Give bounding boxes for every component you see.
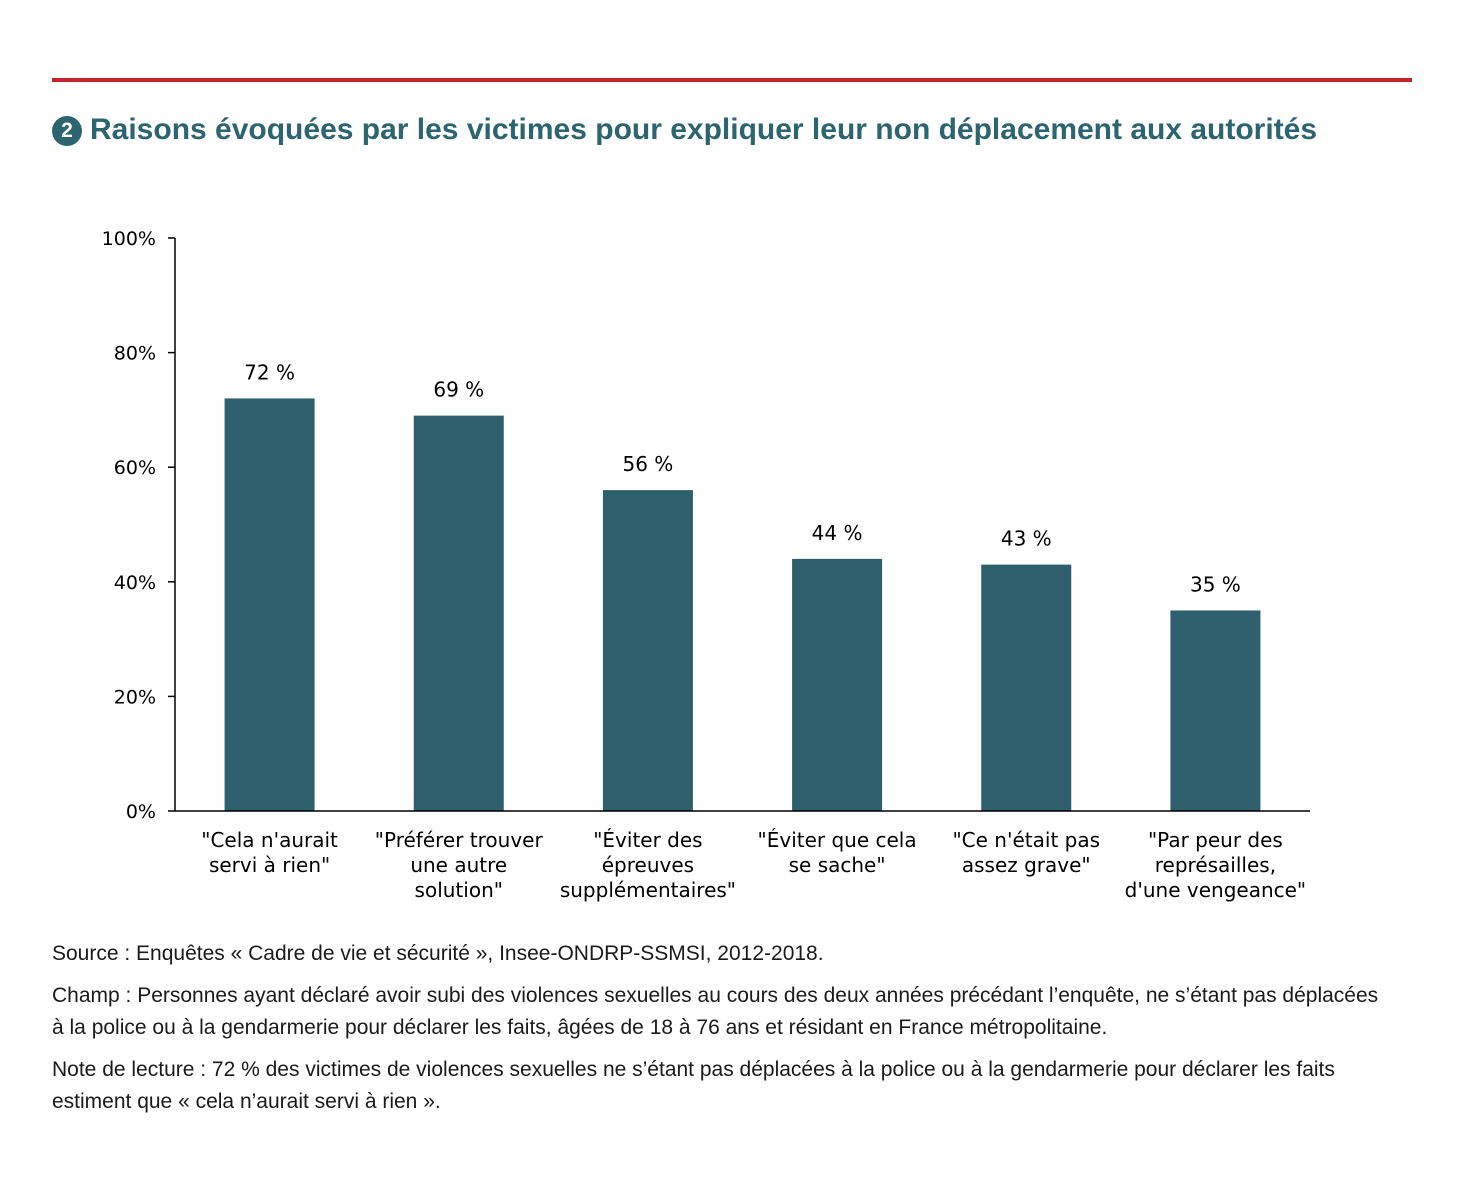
chart-title: 2 Raisons évoquées par les victimes pour … (52, 108, 1352, 152)
chart-notes: Source : Enquêtes « Cadre de vie et sécu… (52, 938, 1382, 1128)
x-axis: "Cela n'aurait servi à rien" "Préférer tro… (175, 810, 1310, 902)
y-tick-label: 60% (114, 457, 156, 479)
bar (1170, 610, 1261, 811)
bar-value-label: 43 % (1001, 527, 1052, 551)
bar (224, 398, 315, 811)
bars: 72 % 69 % 56 % 44 % 43 % 35 % (224, 360, 1261, 811)
bar (413, 415, 504, 811)
bar-value-label: 35 % (1190, 572, 1241, 596)
x-category-label: "Éviter des épreuves supplémentaires" (560, 828, 736, 902)
y-axis: 0% 20% 40% 60% 80% 100% (102, 228, 176, 823)
figure-number-badge: 2 (52, 116, 82, 146)
y-tick-label: 80% (114, 343, 156, 365)
y-tick-label: 40% (114, 572, 156, 594)
x-category-label: "Par peur des représailles, d'une vengeanc… (1125, 828, 1306, 902)
bar-value-label: 69 % (433, 378, 484, 402)
y-tick-label: 0% (126, 801, 156, 823)
y-tick-label: 100% (102, 228, 156, 250)
x-category-label: "Éviter que cela se sache" (758, 828, 917, 877)
bar-value-label: 56 % (623, 452, 674, 476)
x-category-label: "Cela n'aurait servi à rien" (201, 828, 338, 877)
bar (981, 564, 1072, 811)
source-note: Source : Enquêtes « Cadre de vie et sécu… (52, 942, 824, 965)
chart-title-text: Raisons évoquées par les victimes pour e… (90, 113, 1318, 146)
bar-value-label: 44 % (812, 521, 863, 545)
x-category-label: "Préférer trouver une autre solution" (375, 828, 544, 902)
bar-value-label: 72 % (244, 360, 295, 384)
header-rule (52, 78, 1412, 82)
lecture-note: Note de lecture : 72 % des victimes de v… (52, 1058, 1335, 1113)
bar (602, 490, 693, 811)
x-category-label: "Ce n'était pas assez grave" (952, 828, 1100, 877)
bar (792, 558, 883, 811)
champ-note: Champ : Personnes ayant déclaré avoir su… (52, 984, 1379, 1039)
y-tick-label: 20% (114, 686, 156, 708)
